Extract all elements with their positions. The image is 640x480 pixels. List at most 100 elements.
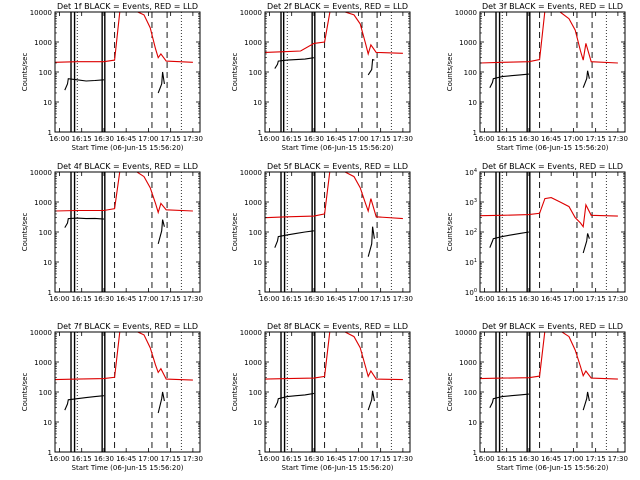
y-tick-label: 100 (465, 288, 477, 297)
y-tick-exponent: 2 (474, 228, 477, 234)
y-tick-label: 1 (48, 449, 52, 457)
events-series-line (274, 230, 314, 248)
y-axis-label: Counts/sec (446, 53, 454, 92)
events-series-line (582, 391, 590, 411)
x-tick-label: 16:30 (304, 295, 324, 303)
x-tick-label: 16:30 (94, 295, 114, 303)
x-tick-label: 17:15 (161, 295, 181, 303)
panel-det-2: Det 2f BLACK = Events, RED = LLD 16:00 16:… (231, 2, 413, 152)
y-tick-label: 100 (249, 69, 262, 77)
x-axis-label: Start Time (06-Jun-15 15:56:20) (282, 144, 394, 152)
y-tick-label: 101 (465, 258, 477, 267)
x-tick-label: 17:15 (586, 295, 606, 303)
y-tick-label: 1000 (459, 39, 477, 47)
x-tick-label: 16:30 (94, 455, 114, 463)
time-markers (495, 12, 607, 132)
series-group (480, 332, 618, 411)
plot-frame (479, 171, 626, 293)
time-markers (280, 172, 392, 292)
y-tick-label: 100 (39, 69, 52, 77)
y-tick-label: 1 (48, 129, 52, 137)
y-axis-label: Counts/sec (231, 53, 239, 92)
y-tick-label: 1 (258, 449, 262, 457)
y-tick-label: 10000 (30, 329, 52, 337)
y-tick-label: 100 (249, 229, 262, 237)
y-tick-label: 100 (249, 389, 262, 397)
time-markers (280, 332, 392, 452)
x-tick-label: 17:00 (138, 455, 158, 463)
x-tick-label: 16:00 (49, 135, 69, 143)
lld-series-line (265, 332, 403, 381)
series-group (265, 172, 403, 257)
series-group (480, 12, 618, 88)
events-series-line (157, 71, 165, 94)
y-tick-label: 1000 (459, 359, 477, 367)
x-tick-label: 16:15 (282, 135, 302, 143)
x-tick-label: 17:00 (138, 295, 158, 303)
x-tick-label: 17:30 (608, 135, 628, 143)
time-markers (495, 172, 607, 292)
x-tick-label: 16:30 (304, 455, 324, 463)
y-tick-label: 100 (464, 389, 477, 397)
x-tick-label: 16:45 (326, 455, 346, 463)
x-tick-label: 16:15 (282, 455, 302, 463)
x-tick-label: 17:30 (608, 455, 628, 463)
x-tick-label: 16:45 (116, 295, 136, 303)
y-tick-exponent: 3 (474, 198, 477, 204)
x-tick-label: 16:15 (282, 295, 302, 303)
x-tick-label: 16:30 (519, 295, 539, 303)
y-axis-label: Counts/sec (21, 53, 29, 92)
events-series-line (64, 78, 104, 91)
x-tick-label: 16:15 (497, 455, 517, 463)
events-series-line (489, 231, 529, 248)
y-tick-label: 10 (43, 259, 52, 267)
panel-det-3: Det 3f BLACK = Events, RED = LLD 16:00 16:… (446, 2, 628, 152)
lld-series-line (480, 332, 618, 380)
y-tick-label: 1 (48, 289, 52, 297)
x-tick-label: 17:00 (563, 455, 583, 463)
y-tick-label: 10000 (30, 169, 52, 177)
lld-series-line (55, 172, 193, 215)
x-tick-label: 17:00 (348, 135, 368, 143)
x-tick-label: 16:45 (116, 455, 136, 463)
y-tick-label: 10000 (240, 169, 262, 177)
y-tick-label: 1000 (34, 199, 52, 207)
x-tick-label: 16:00 (259, 135, 279, 143)
x-tick-label: 17:00 (348, 455, 368, 463)
series-group (480, 197, 618, 254)
plot-frame (54, 171, 201, 293)
lld-series-line (480, 197, 618, 229)
plot-frame (54, 11, 201, 133)
x-tick-label: 17:30 (183, 455, 203, 463)
events-series-line (157, 219, 165, 245)
lld-series-line (265, 172, 403, 220)
x-tick-label: 17:00 (563, 135, 583, 143)
x-tick-label: 16:45 (541, 455, 561, 463)
time-markers (70, 332, 182, 452)
x-tick-label: 16:00 (259, 455, 279, 463)
y-tick-label: 10000 (30, 9, 52, 17)
lld-series-line (55, 332, 193, 381)
y-tick-label: 100 (39, 389, 52, 397)
panel-title: Det 3f BLACK = Events, RED = LLD (482, 2, 623, 11)
lld-series-line (55, 12, 193, 63)
y-axis-label: Counts/sec (446, 373, 454, 412)
y-tick-exponent: 4 (474, 168, 477, 174)
y-tick-label: 10 (253, 99, 262, 107)
y-tick-label: 10000 (455, 9, 477, 17)
x-tick-label: 16:00 (474, 135, 494, 143)
y-tick-label: 10000 (240, 9, 262, 17)
y-axis-label: Counts/sec (446, 213, 454, 252)
x-tick-label: 17:00 (348, 295, 368, 303)
lld-series-line (480, 12, 618, 64)
x-tick-label: 16:15 (497, 135, 517, 143)
panel-title: Det 2f BLACK = Events, RED = LLD (267, 2, 408, 11)
plot-frame (479, 331, 626, 453)
events-series-line (64, 217, 104, 228)
events-series-line (367, 58, 375, 76)
